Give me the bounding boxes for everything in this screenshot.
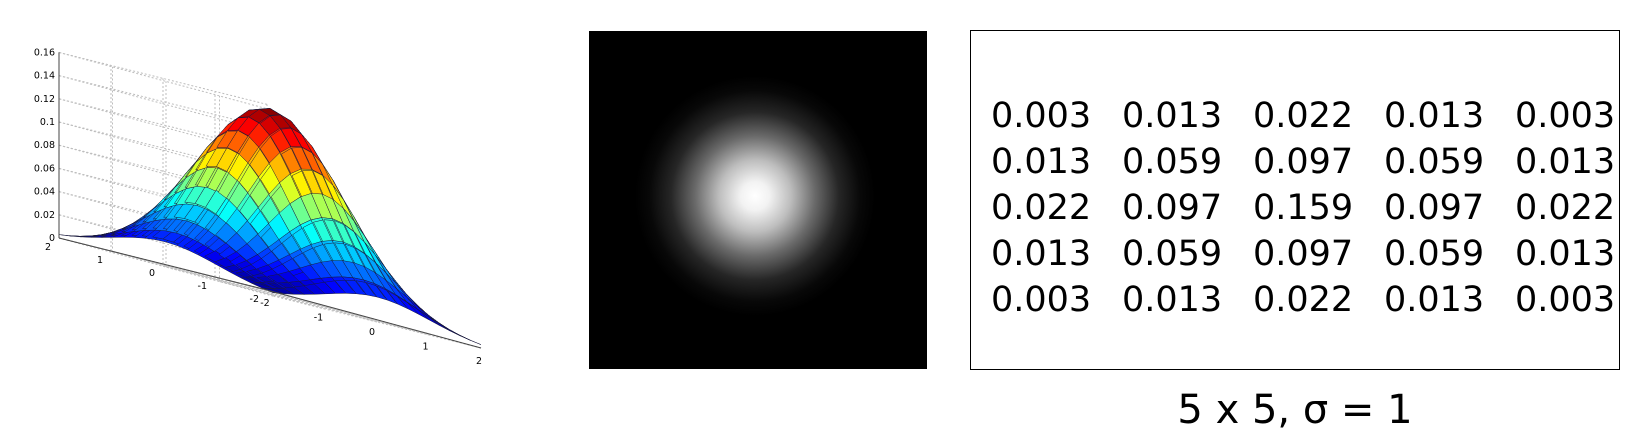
z-tick-label: 0.08 — [34, 140, 55, 151]
y-tick-label: 0 — [149, 268, 155, 279]
kernel-cell: 0.059 — [1384, 142, 1485, 182]
y-tick-label: -1 — [198, 281, 207, 292]
kernel-cell: 0.013 — [1384, 96, 1485, 136]
kernel-matrix-box: 0.003 0.013 0.022 0.013 0.003 0.013 0.05… — [970, 30, 1620, 370]
plot-axes: 0.160.140.120.10.080.060.040.020210-1-2-… — [34, 47, 482, 367]
kernel-cell: 0.159 — [1253, 188, 1354, 228]
kernel-cell: 0.013 — [1122, 280, 1223, 320]
z-tick-label: 0.1 — [40, 117, 55, 128]
kernel-cell: 0.003 — [1515, 96, 1616, 136]
kernel-cell: 0.059 — [1122, 142, 1223, 182]
x-tick-label: -2 — [260, 298, 269, 309]
z-tick-label: 0.14 — [34, 71, 55, 82]
surface-patch — [459, 335, 482, 345]
gaussian-surface — [58, 108, 482, 345]
kernel-cell: 0.013 — [991, 234, 1092, 274]
z-tick-label: 0.16 — [34, 47, 55, 58]
y-tick-label: 1 — [97, 255, 103, 266]
kernel-cell: 0.059 — [1122, 234, 1223, 274]
kernel-cell: 0.059 — [1384, 234, 1485, 274]
kernel-cell: 0.013 — [1122, 96, 1223, 136]
surface-patch — [407, 302, 430, 321]
kernel-cell: 0.013 — [1515, 234, 1616, 274]
x-tick-label: 2 — [476, 356, 482, 367]
kernel-matrix: 0.003 0.013 0.022 0.013 0.003 0.013 0.05… — [991, 93, 1632, 323]
kernel-cell: 0.097 — [1253, 142, 1354, 182]
x-tick-label: 1 — [422, 342, 428, 353]
kernel-cell: 0.022 — [1515, 188, 1616, 228]
gaussian-surface-plot: 0.160.140.120.10.080.060.040.020210-1-2-… — [34, 47, 482, 367]
kernel-cell: 0.003 — [1515, 280, 1616, 320]
gaussian-kernel-image — [589, 31, 927, 369]
z-tick-label: 0.04 — [34, 187, 55, 198]
kernel-cell: 0.097 — [1253, 234, 1354, 274]
z-tick-label: 0 — [49, 233, 55, 244]
y-tick-label: 2 — [45, 242, 51, 253]
z-tick-label: 0.12 — [34, 94, 55, 105]
kernel-cell: 0.022 — [1253, 96, 1354, 136]
z-tick-label: 0.06 — [34, 163, 55, 174]
kernel-cell: 0.003 — [991, 280, 1092, 320]
kernel-cell: 0.013 — [1515, 142, 1616, 182]
kernel-caption: 5 x 5, σ = 1 — [1177, 387, 1413, 433]
kernel-cell: 0.097 — [1122, 188, 1223, 228]
z-tick-label: 0.02 — [34, 210, 55, 221]
kernel-cell: 0.013 — [1384, 280, 1485, 320]
x-tick-label: -1 — [314, 313, 323, 324]
kernel-cell: 0.022 — [1253, 280, 1354, 320]
x-tick-label: 0 — [369, 327, 375, 338]
y-tick-label: -2 — [250, 294, 259, 305]
kernel-cell: 0.003 — [991, 96, 1092, 136]
kernel-cell: 0.097 — [1384, 188, 1485, 228]
gaussian-blob — [589, 31, 927, 369]
kernel-cell: 0.013 — [991, 142, 1092, 182]
kernel-cell: 0.022 — [991, 188, 1092, 228]
